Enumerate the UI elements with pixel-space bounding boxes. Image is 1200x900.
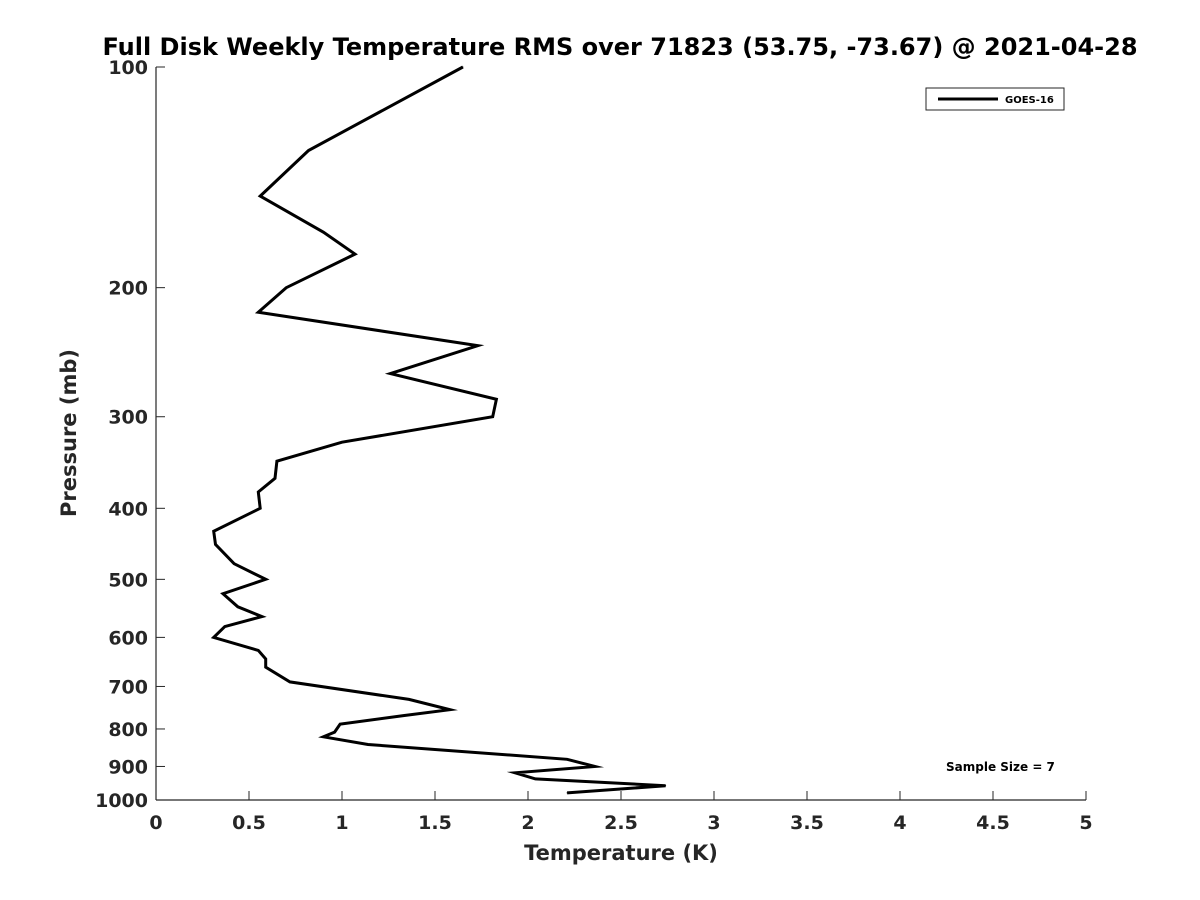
data-point <box>492 416 494 418</box>
x-tick-label: 0 <box>149 812 162 834</box>
y-tick-label: 200 <box>108 278 148 300</box>
data-point <box>339 723 341 725</box>
chart-title: Full Disk Weekly Temperature RMS over 71… <box>102 33 1137 61</box>
data-point <box>408 698 410 700</box>
data-point <box>514 772 516 774</box>
data-point <box>289 681 291 683</box>
y-tick-label: 300 <box>108 407 148 429</box>
data-point <box>367 743 369 745</box>
data-point <box>389 373 391 375</box>
y-tick-label: 900 <box>108 756 148 778</box>
data-point <box>285 287 287 289</box>
y-ticks: 100 200 300 400 500 600 700 800 900 1000 <box>95 57 165 812</box>
y-tick-label: 700 <box>108 676 148 698</box>
data-point <box>449 709 451 711</box>
data-point <box>257 649 259 651</box>
data-point <box>259 195 261 197</box>
data-point <box>213 530 215 532</box>
y-tick-label: 1000 <box>95 790 148 812</box>
x-axis-label: Temperature (K) <box>524 841 718 865</box>
sample-size-annotation: Sample Size = 7 <box>946 760 1055 774</box>
data-point <box>477 345 479 347</box>
x-tick-label: 4 <box>893 812 906 834</box>
data-point <box>224 626 226 628</box>
data-point <box>259 507 261 509</box>
x-tick-label: 0.5 <box>232 812 266 834</box>
data-point <box>322 736 324 738</box>
data-point <box>276 460 278 462</box>
x-tick-label: 4.5 <box>976 812 1010 834</box>
data-point <box>233 563 235 565</box>
data-point <box>257 491 259 493</box>
y-tick-label: 400 <box>108 498 148 520</box>
x-tick-label: 3.5 <box>790 812 824 834</box>
series-layer <box>210 65 667 795</box>
data-point <box>237 606 239 608</box>
y-tick-label: 600 <box>108 627 148 649</box>
x-ticks: 0 0.5 1 1.5 2 2.5 3 3.5 4 4.5 5 <box>149 791 1093 834</box>
data-point <box>566 792 568 794</box>
data-point <box>215 543 217 545</box>
data-point <box>354 253 356 255</box>
x-tick-label: 2 <box>521 812 534 834</box>
x-tick-label: 1 <box>335 812 348 834</box>
y-axis-label: Pressure (mb) <box>57 349 81 517</box>
data-point <box>213 636 215 638</box>
data-point <box>495 398 497 400</box>
legend: GOES-16 <box>925 87 1065 111</box>
data-point <box>308 150 310 152</box>
x-tick-label: 2.5 <box>604 812 638 834</box>
data-point <box>665 785 667 787</box>
data-point <box>341 441 343 443</box>
data-point <box>594 765 596 767</box>
data-point <box>265 658 267 660</box>
y-tick-label: 100 <box>108 57 148 79</box>
data-point <box>566 758 568 760</box>
series-line-1 <box>210 65 666 795</box>
data-point <box>334 731 336 733</box>
x-tick-label: 1.5 <box>418 812 452 834</box>
data-point <box>274 477 276 479</box>
data-point <box>462 66 464 68</box>
data-point <box>222 593 224 595</box>
data-point <box>265 666 267 668</box>
x-tick-label: 5 <box>1079 812 1092 834</box>
data-point <box>402 715 404 717</box>
data-point <box>265 578 267 580</box>
data-point <box>257 311 259 313</box>
legend-label: GOES-16 <box>1005 95 1054 106</box>
data-point <box>261 616 263 618</box>
plot-area <box>155 67 1086 801</box>
x-tick-label: 3 <box>707 812 720 834</box>
data-point <box>322 231 324 233</box>
y-tick-label: 500 <box>108 569 148 591</box>
y-tick-label: 800 <box>108 719 148 741</box>
data-point <box>534 778 536 780</box>
